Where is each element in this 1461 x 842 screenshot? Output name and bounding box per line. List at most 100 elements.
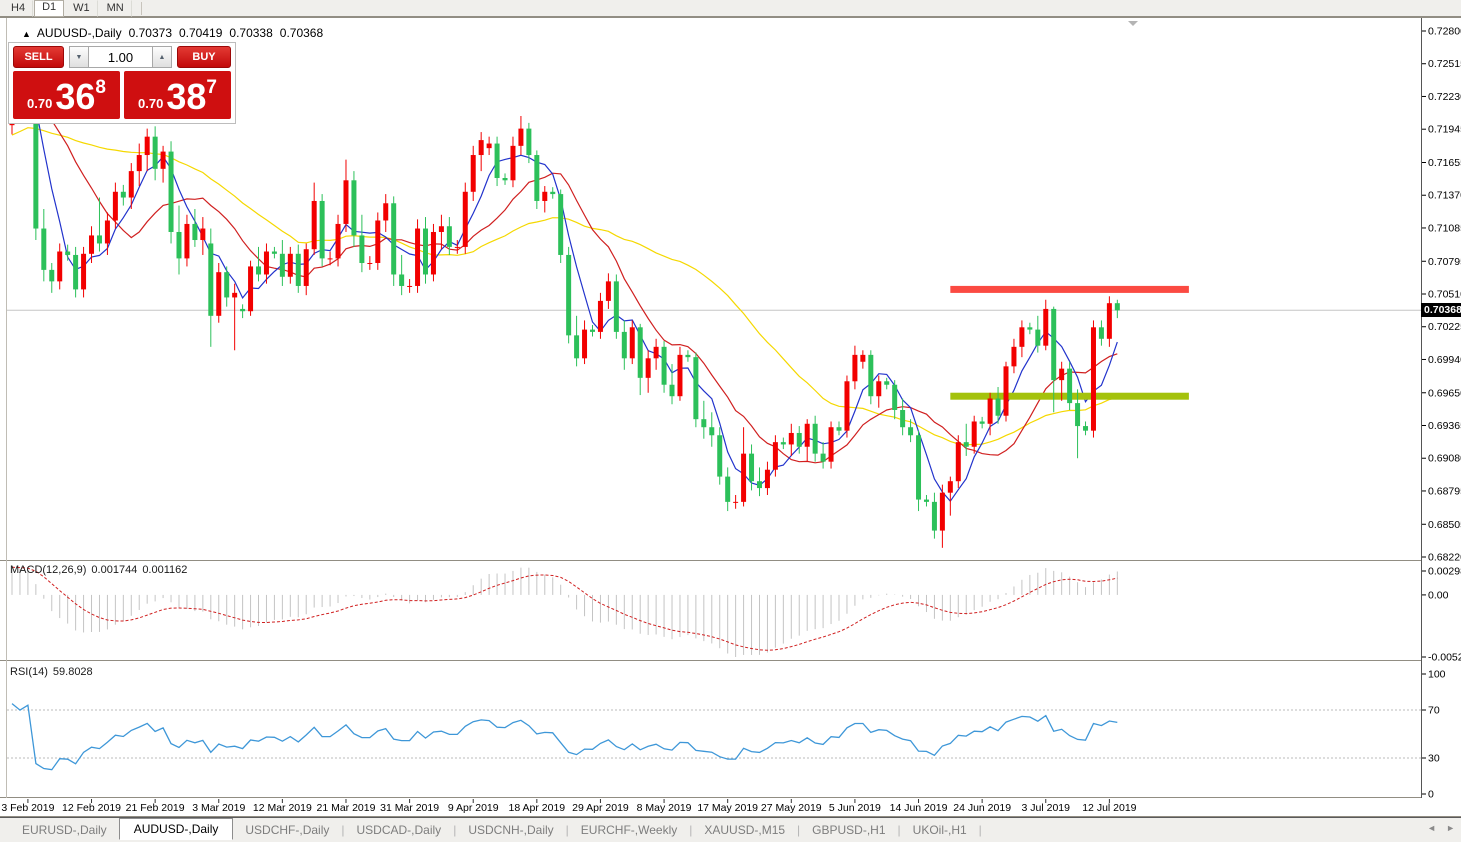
tab-gbpusd-h1[interactable]: GBPUSD-,H1 <box>812 823 886 837</box>
macd-axis-label: 0.00 <box>1428 589 1449 601</box>
rsi-indicator-label: RSI(14) 59.8028 <box>10 666 98 678</box>
date-axis-label: 5 Jun 2019 <box>829 802 881 814</box>
chart-shift-marker-icon[interactable] <box>1128 21 1138 26</box>
timeframe-button-d1[interactable]: D1 <box>34 0 65 17</box>
timeframe-button-mn[interactable]: MN <box>99 0 132 17</box>
date-axis-label: 12 Feb 2019 <box>62 802 121 814</box>
buy-price-main: 38 <box>166 76 207 117</box>
price-axis-label: 0.71085 <box>1428 222 1461 234</box>
price-axis-label: 0.68795 <box>1428 485 1461 497</box>
volume-increase-button[interactable]: ▲ <box>152 46 172 68</box>
date-axis-label: 27 May 2019 <box>761 802 822 814</box>
date-axis-label: 31 Mar 2019 <box>380 802 439 814</box>
one-click-trading-panel: SELL ▼ 1.00 ▲ BUY 0.70 36 8 0.70 38 7 <box>8 42 236 124</box>
price-axis-label: 0.71945 <box>1428 124 1461 136</box>
chart-expand-icon[interactable]: ▲ <box>22 29 31 39</box>
tab-ukoil-h1[interactable]: UKOil-,H1 <box>912 823 967 837</box>
date-axis-label: 24 Jun 2019 <box>953 802 1011 814</box>
candles-layer <box>9 67 1120 548</box>
sell-price-prefix: 0.70 <box>27 96 53 111</box>
chart-symbol-title: AUDUSD-,Daily <box>36 26 122 40</box>
date-axis-label: 9 Apr 2019 <box>448 802 499 814</box>
buy-button[interactable]: BUY <box>177 46 231 68</box>
date-axis-label: 12 Mar 2019 <box>253 802 312 814</box>
ohlc-high: 0.70419 <box>179 26 223 40</box>
rsi-axis-label: 30 <box>1428 753 1440 765</box>
date-axis-label: 21 Feb 2019 <box>126 802 185 814</box>
tab-separator: | <box>453 823 457 837</box>
chart-tab-bar: EURUSD-,Daily AUDUSD-,Daily USDCHF-,Daily |… <box>0 817 1461 842</box>
price-axis-label: 0.72515 <box>1428 58 1461 70</box>
ma-fast-line <box>11 72 1118 503</box>
macd-name: MACD(12,26,9) <box>10 564 87 576</box>
volume-decrease-button[interactable]: ▼ <box>69 46 89 68</box>
sell-button[interactable]: SELL <box>13 46 64 68</box>
resistance-level-bar[interactable] <box>950 285 1189 293</box>
tab-scroll-left-icon[interactable]: ◄ <box>1427 823 1437 833</box>
price-axis-label: 0.71655 <box>1428 157 1461 169</box>
date-axis-label: 12 Jul 2019 <box>1082 802 1136 814</box>
tab-usdcnh-daily[interactable]: USDCNH-,Daily <box>468 823 554 837</box>
tab-xauusd-m15[interactable]: XAUUSD-,M15 <box>704 823 786 837</box>
price-axis-label: 0.70795 <box>1428 256 1461 268</box>
macd-indicator-label: MACD(12,26,9) 0.001744 0.001162 <box>10 564 192 576</box>
rsi-axis-label: 100 <box>1428 669 1446 681</box>
macd-axis-label: -0.005256 <box>1428 652 1461 664</box>
panel-frames <box>0 17 1461 817</box>
timeframe-toolbar: H4 D1 W1 MN <box>0 0 1461 17</box>
date-axis-label: 3 Jul 2019 <box>1022 802 1071 814</box>
volume-input[interactable]: 1.00 <box>89 46 152 68</box>
ohlc-open: 0.70373 <box>128 26 172 40</box>
tab-separator: | <box>689 823 693 837</box>
date-axis-label: 3 Mar 2019 <box>192 802 245 814</box>
price-axis-label: 0.68505 <box>1428 519 1461 531</box>
tab-usdcad-daily[interactable]: USDCAD-,Daily <box>356 823 442 837</box>
date-axis-label: 18 Apr 2019 <box>509 802 566 814</box>
tab-separator: | <box>341 823 345 837</box>
rsi-line <box>11 703 1118 771</box>
ohlc-low: 0.70338 <box>229 26 273 40</box>
date-axis-label: 8 May 2019 <box>637 802 692 814</box>
buy-price-prefix: 0.70 <box>138 96 164 111</box>
date-axis: 3 Feb 2019 12 Feb 2019 21 Feb 2019 3 Mar 20… <box>1 799 1137 814</box>
price-axis-label: 0.69365 <box>1428 420 1461 432</box>
tab-separator: | <box>797 823 801 837</box>
rsi-name: RSI(14) <box>10 666 48 678</box>
tab-separator: | <box>565 823 569 837</box>
tab-scroll-right-icon[interactable]: ► <box>1446 823 1455 833</box>
tab-audusd-daily[interactable]: AUDUSD-,Daily <box>118 818 234 840</box>
price-axis-label: 0.70225 <box>1428 321 1461 333</box>
timeframe-button-h4[interactable]: H4 <box>3 0 34 17</box>
macd-panel <box>11 566 1118 657</box>
rsi-value: 59.8028 <box>52 666 93 678</box>
rsi-axis-label: 70 <box>1428 705 1440 717</box>
macd-axis-label: 0.002984 <box>1428 566 1461 578</box>
date-axis-label: 21 Mar 2019 <box>316 802 375 814</box>
date-axis-label: 3 Feb 2019 <box>1 802 54 814</box>
rsi-axis-label: 0 <box>1428 789 1434 801</box>
tab-separator: | <box>897 823 901 837</box>
date-axis-label: 29 Apr 2019 <box>572 802 629 814</box>
tab-eurchf-weekly[interactable]: EURCHF-,Weekly <box>580 823 678 837</box>
ma-mid-line <box>11 82 1118 464</box>
timeframe-button-w1[interactable]: W1 <box>65 0 98 17</box>
macd-value-signal: 0.001162 <box>142 564 188 576</box>
rsi-axis: 100 70 30 0 <box>1422 669 1446 801</box>
sell-price-display[interactable]: 0.70 36 8 <box>13 71 120 119</box>
macd-value-main: 0.001744 <box>91 564 138 576</box>
buy-price-display[interactable]: 0.70 38 7 <box>124 71 231 119</box>
tab-usdchf-daily[interactable]: USDCHF-,Daily <box>245 823 330 837</box>
tab-eurusd-daily[interactable]: EURUSD-,Daily <box>22 823 107 837</box>
date-axis-label: 14 Jun 2019 <box>890 802 948 814</box>
toolbar-separator <box>140 1 142 15</box>
chart-header: ▲ AUDUSD-,Daily 0.70373 0.70419 0.70338 0.703… <box>22 26 323 40</box>
